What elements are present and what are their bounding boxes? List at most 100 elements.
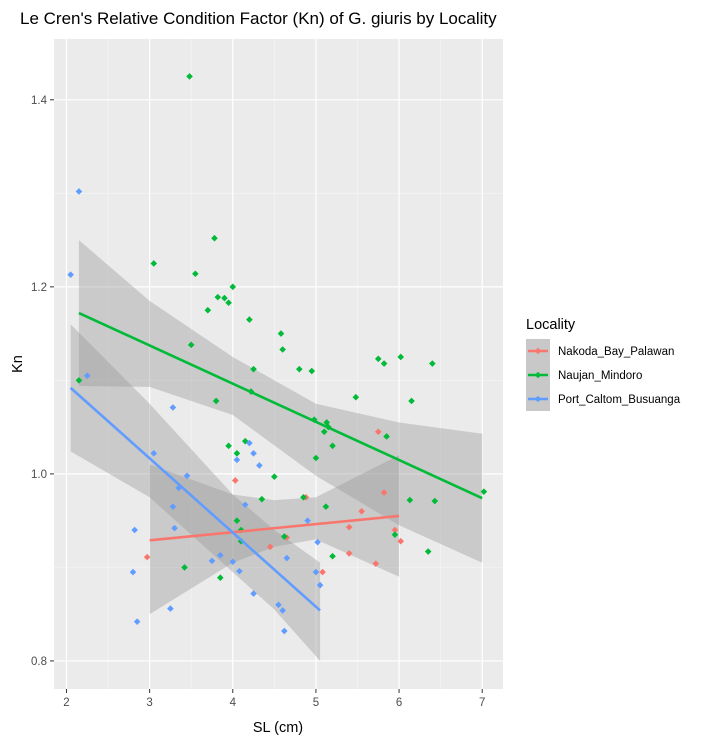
data-point [275,601,282,609]
data-point [241,437,249,445]
data-point [221,294,228,302]
data-point [241,501,249,509]
data-point [233,456,241,464]
data-point [329,442,336,450]
data-point [271,473,278,480]
legend-title: Locality [526,317,576,333]
fit-line-nakoda_bay_palawan [149,514,400,542]
y-tick-label: 1.0 [31,469,47,481]
data-point [214,293,222,301]
data-point [323,419,331,426]
ci-band-nakoda_bay_palawan [149,455,400,615]
data-point [143,553,151,561]
data-point [250,450,257,457]
data-point [212,397,220,405]
data-point [256,462,263,469]
legend-label: Nakoda_Bay_Palawan [558,346,674,358]
data-point [169,404,177,411]
fit-lines [69,311,483,612]
data-point [424,548,432,555]
data-point [320,428,328,436]
data-point [75,377,83,384]
data-point [429,360,436,367]
data-point [131,526,138,534]
x-tick-label: 6 [396,697,402,709]
legend-label: Naujan_Mindoro [558,370,642,382]
data-point [211,234,218,242]
data-point [216,551,224,559]
axes: 2 3 4 5 6 7 0.8 1.0 1.2 1.4 [31,95,485,709]
data-point [175,484,183,492]
confidence-bands [70,240,483,661]
data-point [281,627,288,635]
ci-band-naujan_mindoro [78,240,483,563]
data-point [397,537,405,545]
x-axis-title: SL (cm) [253,720,303,736]
data-point [229,283,237,291]
data-point [372,560,380,567]
x-tick-label: 5 [313,697,319,709]
fit-line-port_caltom_busuanga [69,386,321,612]
data-point [314,538,321,546]
data-point [150,260,158,267]
data-point [75,188,83,195]
data-point [431,497,439,505]
data-point [150,450,158,457]
data-point [250,590,257,597]
data-point [312,568,320,576]
data-point [391,531,399,538]
data-point [192,270,199,278]
data-point [133,618,141,625]
data-point [295,365,303,373]
data-point [406,496,414,504]
data-point [319,568,326,576]
data-point [383,433,390,440]
data-point [279,346,286,353]
data-point [83,372,91,379]
data-point [374,355,382,363]
data-point [229,558,237,566]
data-point [380,360,388,367]
data-point [258,495,266,503]
data-point [246,439,253,447]
data-point [279,607,286,614]
data-point [391,526,399,534]
data-point [397,353,405,361]
data-point [266,543,274,551]
legend-key-marker [534,347,542,355]
x-tick-label: 2 [63,697,69,709]
x-tick-label: 4 [230,697,237,709]
data-point [204,306,212,314]
data-point [380,489,388,496]
data-point [67,271,74,278]
data-point [208,557,216,565]
data-point [186,73,193,80]
data-point [352,393,360,401]
data-point [237,526,245,534]
legend-label: Port_Caltom_Busuanga [558,394,681,406]
chart-title: Le Cren's Relative Condition Factor (Kn)… [20,9,497,28]
data-point [283,554,291,562]
x-tick-label: 7 [479,697,485,709]
data-point [345,523,353,531]
data-point [322,503,330,510]
data-point [231,477,239,484]
y-tick-label: 0.8 [31,656,47,668]
data-point [171,524,178,532]
data-point [236,567,243,575]
data-point [408,397,415,405]
data-point [225,442,232,450]
data-point [187,341,195,349]
fit-line-naujan_mindoro [78,311,483,500]
legend: Nakoda_Bay_Palawan Naujan_Mindoro Port_Cal… [526,339,681,411]
ci-band-port_caltom_busuanga [70,324,321,661]
data-point [308,367,316,375]
data-point [225,299,232,307]
data-point [281,533,288,540]
y-tick-label: 1.4 [31,95,48,107]
data-point [233,450,241,457]
data-point [169,503,177,510]
x-tick-label: 3 [146,697,152,709]
y-tick-label: 1.2 [31,282,47,294]
